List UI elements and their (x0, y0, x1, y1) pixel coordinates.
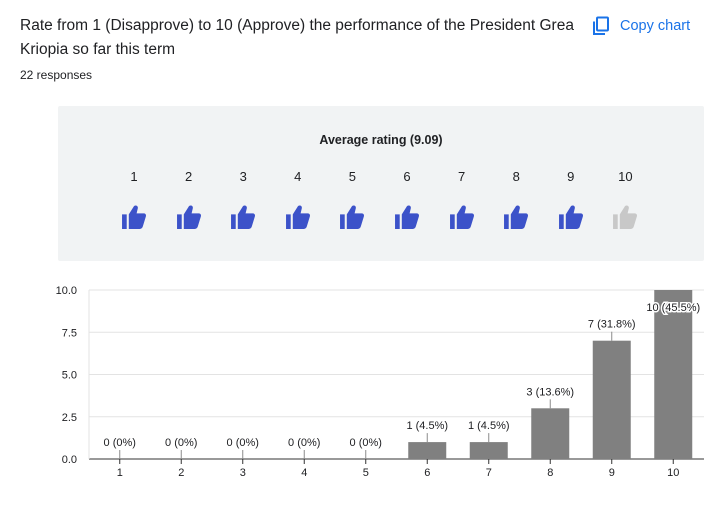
x-tick-label: 7 (486, 467, 492, 479)
thumbs-up-icon (169, 204, 209, 230)
rating-scale-item: 9 (551, 168, 591, 230)
rating-scale-item: 6 (387, 168, 427, 230)
rating-scale-item: 1 (114, 168, 154, 230)
copy-icon (591, 16, 611, 36)
rating-scale-number: 1 (130, 169, 138, 184)
bar (592, 340, 631, 459)
data-label: 0 (0%) (350, 437, 382, 449)
rating-scale-item: 4 (278, 168, 318, 230)
bar-chart: 0.0 2.5 5.0 7.5 10.0 1 0 (0%) 2 0 (0%) 3 0 (0%) 4 0 … (56, 285, 704, 479)
bar (469, 442, 508, 459)
rating-scale-item: 3 (223, 168, 263, 230)
bar (531, 408, 570, 459)
x-tick-label: 2 (178, 467, 184, 479)
rating-scale-number: 9 (567, 169, 575, 184)
data-label: 10 (45.5%) (646, 302, 700, 314)
rating-scale-number: 8 (512, 169, 520, 184)
copy-chart-label: Copy chart (620, 18, 691, 34)
y-tick-label: 0.0 (62, 454, 77, 466)
rating-scale-item: 8 (496, 168, 536, 230)
thumbs-up-icon (442, 204, 482, 230)
data-label: 0 (0%) (227, 437, 259, 449)
data-label: 3 (13.6%) (526, 386, 574, 398)
rating-scale-item: 5 (332, 168, 372, 230)
rating-scale-number: 5 (348, 169, 356, 184)
data-label: 0 (0%) (165, 437, 197, 449)
bar (408, 442, 447, 459)
rating-scale-item: 2 (169, 168, 209, 230)
x-tick-label: 10 (667, 467, 679, 479)
thumbs-up-icon (114, 204, 154, 230)
thumbs-up-icon (387, 204, 427, 230)
thumbs-up-icon (332, 204, 372, 230)
rating-scale-number: 2 (184, 169, 193, 184)
rating-scale-number: 3 (239, 169, 247, 184)
question-title: Rate from 1 (Disapprove) to 10 (Approve)… (20, 17, 574, 58)
thumbs-up-icon (605, 204, 645, 230)
thumbs-up-icon (278, 204, 318, 230)
x-tick-label: 5 (363, 467, 369, 479)
rating-scale-item: 7 (442, 168, 482, 230)
x-tick-label: 9 (609, 467, 615, 479)
data-label: 1 (4.5%) (468, 420, 510, 432)
response-count: 22 responses (20, 68, 93, 82)
x-tick-label: 6 (424, 467, 430, 479)
rating-scale-number: 4 (294, 169, 302, 184)
rating-scale-number: 6 (403, 169, 411, 184)
y-tick-label: 10.0 (56, 285, 77, 297)
x-tick-label: 4 (301, 467, 307, 479)
thumbs-up-icon (496, 204, 536, 230)
data-label: 0 (0%) (104, 437, 136, 449)
rating-summary-panel: Average rating (9.09) 1 2 3 4 5 6 7 8 9 10 (58, 106, 704, 261)
rating-scale-item: 10 (605, 168, 645, 230)
x-tick-label: 1 (117, 467, 123, 479)
thumbs-up-icon (223, 204, 263, 230)
rating-scale-number: 10 (618, 169, 633, 184)
thumbs-up-icon (551, 204, 591, 230)
y-tick-label: 2.5 (62, 412, 77, 424)
data-label: 1 (4.5%) (406, 420, 448, 432)
y-tick-label: 7.5 (62, 327, 77, 339)
y-tick-label: 5.0 (62, 370, 77, 382)
x-tick-label: 8 (547, 467, 553, 479)
copy-chart-button[interactable]: Copy chart (591, 14, 690, 38)
bar (654, 290, 693, 459)
average-rating-label: Average rating (9.09) (319, 133, 443, 147)
data-label: 7 (31.8%) (588, 319, 636, 331)
rating-scale-number: 7 (457, 169, 466, 184)
x-tick-label: 3 (240, 467, 246, 479)
data-label: 0 (0%) (288, 437, 320, 449)
